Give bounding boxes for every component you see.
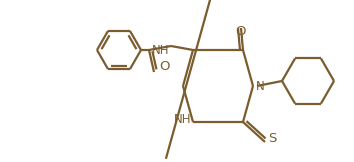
- Text: NH: NH: [152, 44, 169, 57]
- Text: S: S: [268, 132, 276, 145]
- Text: N: N: [256, 80, 265, 93]
- Text: NH: NH: [173, 113, 191, 126]
- Text: O: O: [159, 60, 170, 73]
- Text: O: O: [235, 25, 245, 38]
